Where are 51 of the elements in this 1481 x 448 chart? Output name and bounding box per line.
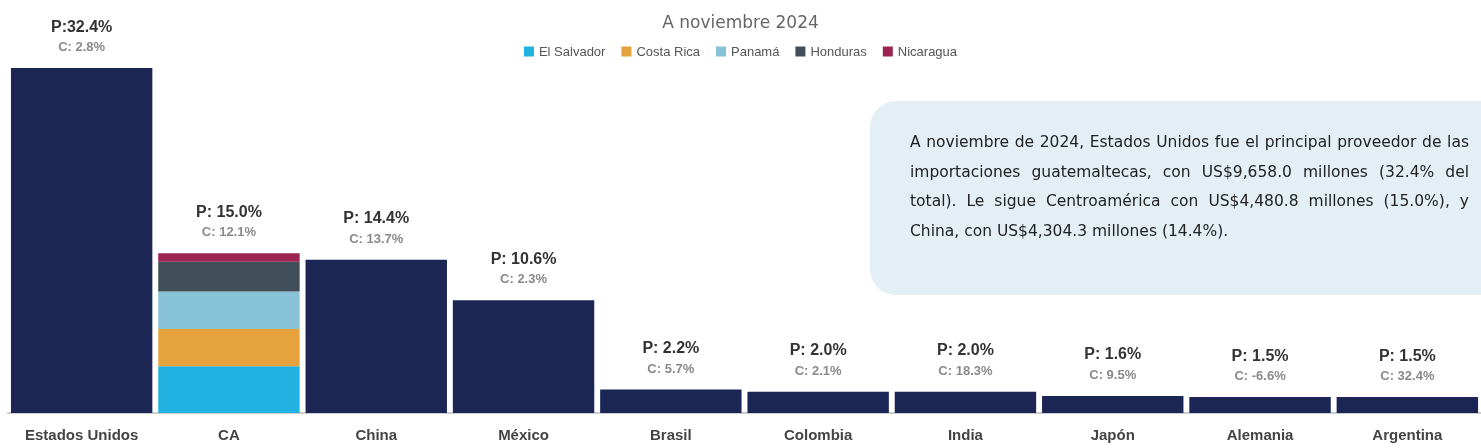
data-label: P: 2.0%	[789, 341, 847, 359]
bar	[158, 291, 300, 329]
annotation: C: 5.7%	[647, 360, 695, 376]
annotation: C: 2.8%	[58, 39, 106, 54]
x-tick-label: México	[498, 426, 549, 443]
data-label: P: 1.5%	[1231, 346, 1289, 364]
data-label: P: 1.6%	[1084, 345, 1142, 363]
bar	[600, 389, 742, 413]
note-box: A noviembre de 2024, Estados Unidos fue el principal proveedor de las importaciones guatemaltecas, con US$9,658.0 millones (32.4% del total). Le sigue Centroamérica con US$4,480.8 millones (15.0%), y China, con US$4,304.3 millones (14.4%).	[870, 101, 1481, 295]
bar	[10, 68, 153, 413]
bar	[158, 328, 300, 367]
x-tick-label: CA	[218, 426, 240, 443]
legend-label: Panamá	[731, 44, 781, 59]
annotation: C: 32.4%	[1380, 368, 1435, 384]
total-label: P: 15.0%	[196, 202, 262, 220]
bar	[452, 300, 595, 413]
data-label: P: 2.2%	[642, 339, 700, 357]
x-tick-label: Japón	[1090, 426, 1135, 443]
x-tick-label: Brasil	[650, 426, 692, 443]
x-tick-label: Colombia	[783, 426, 853, 443]
annotation: C: 18.3%	[938, 362, 993, 378]
legend-label: El Salvador	[538, 44, 607, 59]
bar	[894, 391, 1037, 413]
bar	[1042, 395, 1184, 413]
bar	[305, 259, 447, 413]
x-tick-label: Alemania	[1226, 426, 1295, 443]
bar	[747, 391, 889, 413]
bar	[158, 253, 300, 262]
legend-label: Costa Rica	[636, 44, 701, 59]
x-tick-label: Estados Unidos	[24, 426, 139, 443]
data-label: P: 2.0%	[936, 341, 994, 359]
x-tick-label: India	[947, 426, 984, 443]
data-label: P: 10.6%	[490, 249, 557, 267]
x-tick-label: Argentina	[1372, 426, 1443, 443]
annotation: C: 2.1%	[794, 362, 843, 378]
data-label: P: 14.4%	[343, 209, 410, 227]
annotation: C: -6.6%	[1234, 368, 1287, 384]
bar	[158, 366, 300, 413]
bar	[158, 261, 300, 292]
chart-subtitle: A noviembre 2024	[662, 11, 819, 32]
annotation: C: 9.5%	[1089, 366, 1137, 382]
legend-label: Nicaragua	[897, 44, 958, 59]
annotation: C: 12.1%	[201, 224, 257, 240]
annotation: C: 2.3%	[500, 271, 548, 287]
bar	[1189, 397, 1331, 413]
data-label: P: 1.5%	[1378, 346, 1436, 364]
annotation: C: 13.7%	[349, 230, 404, 246]
x-tick-label: China	[355, 426, 398, 443]
data-label: P:32.4%	[50, 17, 113, 35]
bar	[1336, 397, 1479, 413]
legend-label: Honduras	[810, 44, 868, 59]
